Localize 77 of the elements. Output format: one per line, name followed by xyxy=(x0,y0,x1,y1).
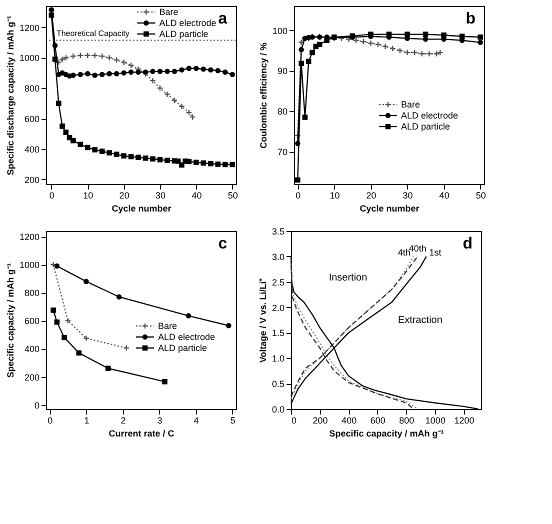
y-tick-label: 800 xyxy=(24,84,40,94)
y-tick-label: 3.5 xyxy=(272,226,284,236)
annotation: Extraction xyxy=(398,315,442,326)
legend-label: ALD particle xyxy=(401,122,450,132)
x-tick-label: 30 xyxy=(155,190,166,200)
y-axis-title: Voltage / V vs. Li/Li⁺ xyxy=(258,278,268,363)
x-tick-label: 20 xyxy=(119,190,130,200)
x-tick-label: 50 xyxy=(476,190,486,200)
y-tick-label: 0.0 xyxy=(272,404,284,414)
y-tick-label: 100 xyxy=(272,26,288,36)
ref-line-label: Theoretical Capacity xyxy=(56,29,130,38)
y-tick-label: 2.5 xyxy=(272,277,284,288)
y-tick-label: 600 xyxy=(24,316,40,326)
annotation: a xyxy=(218,10,228,28)
x-tick-label: 400 xyxy=(342,416,357,426)
legend-label: Bare xyxy=(401,100,420,110)
y-axis-title: Specific capacity / mAh g⁻¹ xyxy=(5,263,16,378)
x-tick-label: 0 xyxy=(49,190,54,200)
x-tick-label: 4 xyxy=(194,416,199,426)
x-tick-label: 30 xyxy=(402,190,413,200)
x-tick-label: 600 xyxy=(370,416,386,426)
x-tick-label: 1200 xyxy=(454,416,474,426)
y-axis-title: Coulombic efficiency / % xyxy=(258,42,268,149)
x-tick-label: 20 xyxy=(366,190,376,200)
y-tick-label: 1000 xyxy=(19,53,40,64)
annotation: b xyxy=(466,10,476,28)
y-tick-label: 800 xyxy=(24,288,40,298)
x-tick-label: 1000 xyxy=(425,416,446,426)
x-tick-label: 40 xyxy=(439,190,450,200)
series-label: 4th xyxy=(398,247,410,258)
y-tick-label: 1.5 xyxy=(272,328,284,338)
annotation: c xyxy=(218,235,228,252)
legend-label: ALD particle xyxy=(159,29,208,39)
y-tick-label: 1000 xyxy=(19,260,40,270)
x-tick-label: 50 xyxy=(228,190,238,200)
legend-label: ALD electrode xyxy=(401,110,458,121)
y-tick-label: 0 xyxy=(34,400,40,410)
y-tick-label: 600 xyxy=(24,114,40,124)
y-tick-label: 2.0 xyxy=(272,302,284,313)
annotation: d xyxy=(462,235,473,252)
x-tick-label: 1 xyxy=(84,416,90,426)
y-tick-label: 3.0 xyxy=(272,252,284,262)
x-tick-label: 10 xyxy=(330,190,340,200)
y-tick-label: 200 xyxy=(24,372,40,382)
legend-label: ALD electrode xyxy=(158,332,216,342)
legend-label: ALD electrode xyxy=(159,18,216,28)
annotation: Insertion xyxy=(328,272,368,284)
legend-label: Bare xyxy=(159,7,178,17)
x-tick-label: 0 xyxy=(48,416,53,426)
x-tick-label: 200 xyxy=(312,416,328,426)
y-axis-title: Specific discharge capacity / mAh g⁻¹ xyxy=(5,16,16,176)
y-tick-label: 1200 xyxy=(19,22,40,33)
y-tick-label: 400 xyxy=(24,144,40,155)
y-tick-label: 90 xyxy=(277,66,288,76)
legend-label: Bare xyxy=(158,321,178,331)
x-tick-label: 0 xyxy=(292,416,297,426)
y-tick-label: 70 xyxy=(277,147,288,158)
x-axis-title: Specific capacity / mAh g⁻¹ xyxy=(329,428,444,438)
y-tick-label: 400 xyxy=(24,344,40,354)
series-label: 1st xyxy=(429,247,442,258)
x-tick-label: 5 xyxy=(230,416,236,426)
x-axis-title: Cycle number xyxy=(360,204,420,214)
legend-label: ALD particle xyxy=(158,343,208,353)
y-tick-label: 1200 xyxy=(19,232,40,242)
x-tick-label: 800 xyxy=(399,416,414,426)
x-tick-label: 2 xyxy=(120,416,126,426)
y-tick-label: 1.0 xyxy=(272,354,284,364)
x-axis-title: Current rate / C xyxy=(108,428,175,438)
x-axis-title: Cycle number xyxy=(112,204,172,214)
x-tick-label: 3 xyxy=(157,416,162,426)
x-tick-label: 10 xyxy=(83,190,94,200)
series-label: 40th xyxy=(408,243,426,254)
x-tick-label: 0 xyxy=(296,190,301,200)
y-tick-label: 200 xyxy=(24,174,40,185)
y-tick-label: 0.5 xyxy=(272,379,284,390)
x-tick-label: 40 xyxy=(192,190,202,200)
y-tick-label: 80 xyxy=(277,106,288,117)
